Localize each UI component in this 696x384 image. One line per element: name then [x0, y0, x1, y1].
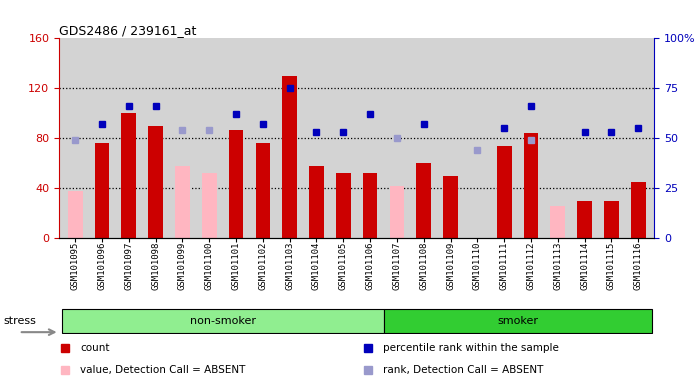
Bar	[604, 200, 619, 238]
Text: GSM101095: GSM101095	[71, 242, 80, 290]
Text: GSM101101: GSM101101	[232, 242, 241, 290]
Text: smoker: smoker	[497, 316, 538, 326]
Text: GSM101108: GSM101108	[419, 242, 428, 290]
Bar	[497, 146, 512, 238]
Bar	[309, 166, 324, 238]
Text: GSM101105: GSM101105	[339, 242, 348, 290]
Bar	[283, 76, 297, 238]
Bar	[229, 129, 244, 238]
Text: GSM101097: GSM101097	[125, 242, 134, 290]
Text: GSM101116: GSM101116	[633, 242, 642, 290]
Bar	[443, 176, 458, 238]
Bar	[68, 190, 83, 238]
Bar	[95, 143, 109, 238]
Text: GSM101106: GSM101106	[365, 242, 374, 290]
Bar	[175, 166, 190, 238]
Bar	[202, 173, 216, 238]
Bar	[631, 182, 645, 238]
Text: GSM101103: GSM101103	[285, 242, 294, 290]
Text: GSM101110: GSM101110	[473, 242, 482, 290]
Bar	[255, 143, 270, 238]
Text: GSM101107: GSM101107	[393, 242, 402, 290]
Text: count: count	[80, 343, 110, 353]
Bar	[336, 173, 351, 238]
Bar	[416, 163, 431, 238]
Text: GSM101111: GSM101111	[500, 242, 509, 290]
Text: GSM101102: GSM101102	[258, 242, 267, 290]
Bar	[383, 309, 651, 333]
Text: stress: stress	[3, 316, 36, 326]
Text: percentile rank within the sample: percentile rank within the sample	[383, 343, 559, 353]
Bar	[62, 309, 383, 333]
Text: GSM101109: GSM101109	[446, 242, 455, 290]
Text: GSM101099: GSM101099	[178, 242, 187, 290]
Text: GSM101100: GSM101100	[205, 242, 214, 290]
Bar	[122, 113, 136, 238]
Text: GSM101113: GSM101113	[553, 242, 562, 290]
Bar	[577, 200, 592, 238]
Text: GSM101104: GSM101104	[312, 242, 321, 290]
Bar	[148, 126, 163, 238]
Text: GDS2486 / 239161_at: GDS2486 / 239161_at	[59, 24, 196, 37]
Text: GSM101098: GSM101098	[151, 242, 160, 290]
Bar	[551, 206, 565, 238]
Text: value, Detection Call = ABSENT: value, Detection Call = ABSENT	[80, 365, 246, 375]
Text: rank, Detection Call = ABSENT: rank, Detection Call = ABSENT	[383, 365, 544, 375]
Bar	[523, 133, 538, 238]
Text: GSM101115: GSM101115	[607, 242, 616, 290]
Text: non-smoker: non-smoker	[190, 316, 255, 326]
Bar	[363, 173, 377, 238]
Text: GSM101114: GSM101114	[580, 242, 589, 290]
Bar	[390, 186, 404, 238]
Text: GSM101096: GSM101096	[97, 242, 106, 290]
Text: GSM101112: GSM101112	[526, 242, 535, 290]
